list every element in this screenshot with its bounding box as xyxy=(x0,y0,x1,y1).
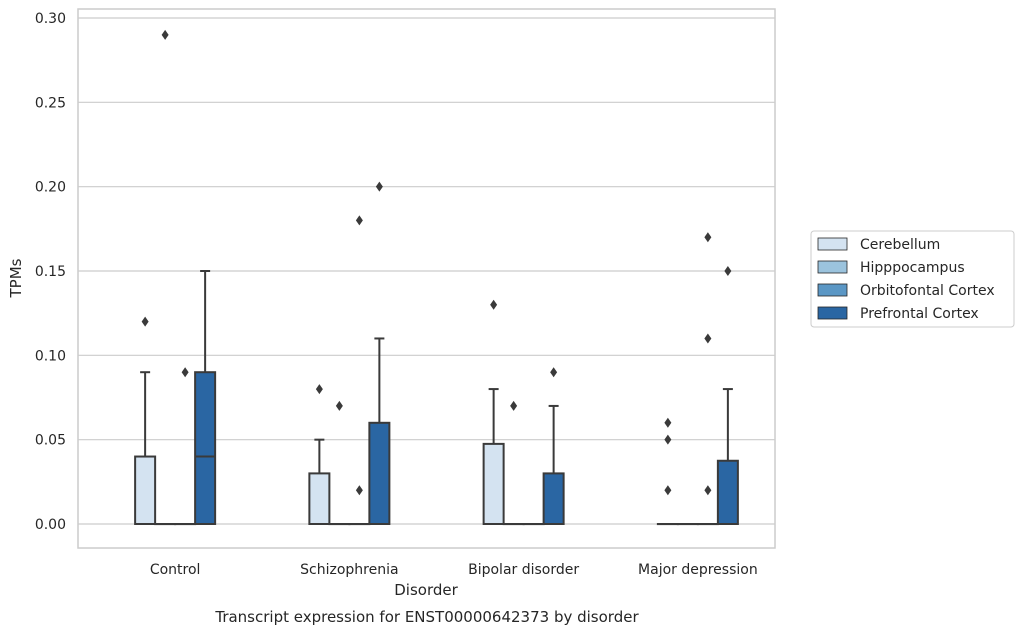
outlier-point xyxy=(704,485,712,496)
outlier-point xyxy=(724,266,732,276)
legend-label: Orbitofontal Cortex xyxy=(860,283,995,299)
box-hipppocampus xyxy=(502,400,525,526)
legend-label: Hipppocampus xyxy=(860,260,965,276)
box-body xyxy=(716,459,739,525)
y-tick-label: 0.05 xyxy=(35,433,66,449)
box-prefrontal-cortex xyxy=(368,181,391,525)
box-body xyxy=(308,472,331,525)
outlier-point xyxy=(355,485,363,496)
outlier-point xyxy=(355,215,363,226)
legend-swatch xyxy=(817,260,848,274)
legend-swatch xyxy=(817,237,848,251)
x-axis-label: Disorder xyxy=(394,581,458,599)
outlier-point xyxy=(181,367,189,378)
x-tick-label: Bipolar disorder xyxy=(468,562,579,578)
x-tick-label: Major depression xyxy=(638,562,758,578)
x-tick-label: Schizophrenia xyxy=(300,562,398,578)
y-tick-label: 0.20 xyxy=(35,180,66,196)
y-tick-label: 0.10 xyxy=(35,348,66,364)
x-tick-label: Control xyxy=(150,562,201,578)
outlier-point xyxy=(550,367,558,378)
box-prefrontal-cortex xyxy=(716,266,739,525)
x-tick-labels: Control Schizophrenia Bipolar disorder Majo… xyxy=(150,562,758,578)
box-cerebellum xyxy=(656,417,679,526)
box-orbitofontal-cortex xyxy=(696,232,719,526)
legend-label: Prefrontal Cortex xyxy=(860,306,979,322)
legend: Cerebellum Hipppocampus Orbitofontal Corte… xyxy=(810,230,1015,328)
plot-frame xyxy=(77,8,776,549)
box-orbitofontal-cortex xyxy=(174,367,197,526)
outlier-point xyxy=(490,299,498,310)
y-tick-labels: 0.00 0.05 0.10 0.15 0.20 0.25 0.30 xyxy=(35,11,66,533)
outlier-point xyxy=(335,400,343,411)
outlier-point xyxy=(510,400,518,411)
outlier-point xyxy=(704,333,712,344)
outlier-point xyxy=(315,384,323,395)
y-axis-label: TPMs xyxy=(7,258,25,298)
legend-swatch xyxy=(817,306,848,320)
box-body xyxy=(482,442,505,525)
outlier-point xyxy=(664,417,672,428)
box-series xyxy=(134,29,739,526)
box-orbitofontal-cortex xyxy=(348,215,371,526)
outlier-point xyxy=(664,485,672,496)
box-cerebellum xyxy=(134,316,157,525)
y-tick-label: 0.00 xyxy=(35,517,66,533)
legend-label: Cerebellum xyxy=(860,237,940,253)
outlier-point xyxy=(161,29,169,40)
legend-swatch xyxy=(817,283,848,297)
box-prefrontal-cortex xyxy=(542,367,565,525)
legend-frame xyxy=(810,230,1015,328)
chart-caption: Transcript expression for ENST0000064237… xyxy=(214,608,639,626)
box-cerebellum xyxy=(482,299,505,525)
y-tick-label: 0.15 xyxy=(35,264,66,280)
y-tick-label: 0.30 xyxy=(35,11,66,27)
box-prefrontal-cortex xyxy=(194,270,217,526)
box-body xyxy=(194,371,217,526)
y-tick-label: 0.25 xyxy=(35,95,66,111)
box-body xyxy=(542,472,565,525)
outlier-point xyxy=(375,181,383,192)
outlier-point xyxy=(704,232,712,243)
outlier-point xyxy=(664,434,672,445)
box-cerebellum xyxy=(308,384,331,525)
plot-area xyxy=(78,9,775,548)
box-body xyxy=(134,455,157,525)
box-body xyxy=(368,421,391,525)
outlier-point xyxy=(141,316,149,327)
